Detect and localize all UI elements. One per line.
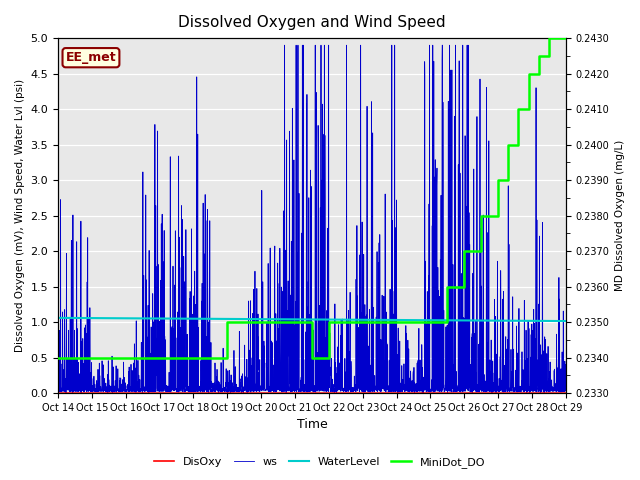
ws (281, 42, 289, 48)
DisOxy (562, 390, 570, 396)
MiniDot_DO (460, 248, 468, 254)
MiniDot_DO (376, 319, 383, 325)
ws (54, 388, 62, 394)
MiniDot_DO (444, 319, 451, 325)
MiniDot_DO (207, 355, 214, 360)
MiniDot_DO (515, 142, 522, 147)
MiniDot_DO (376, 319, 383, 325)
X-axis label: Time: Time (296, 419, 327, 432)
ws (239, 390, 247, 396)
MiniDot_DO (525, 71, 532, 76)
MiniDot_DO (545, 35, 553, 41)
DisOxy (497, 390, 505, 396)
Title: Dissolved Oxygen and Wind Speed: Dissolved Oxygen and Wind Speed (178, 15, 445, 30)
MiniDot_DO (460, 284, 468, 289)
DisOxy (142, 390, 150, 396)
WaterLevel (54, 315, 62, 321)
ws (552, 389, 560, 395)
DisOxy (112, 390, 120, 396)
MiniDot_DO (504, 177, 512, 183)
MiniDot_DO (444, 284, 451, 289)
MiniDot_DO (308, 355, 316, 360)
WaterLevel (271, 316, 278, 322)
MiniDot_DO (562, 35, 570, 41)
Text: EE_met: EE_met (66, 51, 116, 64)
WaterLevel (112, 315, 120, 321)
WaterLevel (249, 316, 257, 322)
MiniDot_DO (477, 248, 485, 254)
Line: ws: ws (58, 45, 566, 393)
WaterLevel (562, 318, 570, 324)
MiniDot_DO (525, 106, 532, 112)
WaterLevel (497, 318, 505, 324)
DisOxy (552, 390, 560, 396)
MiniDot_DO (535, 53, 543, 59)
ws (562, 388, 570, 394)
Y-axis label: MD Dissolved Oxygen (mg/L): MD Dissolved Oxygen (mg/L) (615, 140, 625, 291)
MiniDot_DO (552, 35, 559, 41)
DisOxy (54, 390, 62, 396)
MiniDot_DO (494, 213, 502, 218)
MiniDot_DO (223, 319, 231, 325)
Line: MiniDot_DO: MiniDot_DO (58, 38, 566, 358)
WaterLevel (552, 318, 560, 324)
MiniDot_DO (515, 106, 522, 112)
MiniDot_DO (325, 355, 333, 360)
MiniDot_DO (223, 355, 231, 360)
ws (498, 384, 506, 390)
Legend: DisOxy, ws, WaterLevel, MiniDot_DO: DisOxy, ws, WaterLevel, MiniDot_DO (150, 452, 490, 472)
ws (249, 388, 257, 394)
MiniDot_DO (325, 319, 333, 325)
MiniDot_DO (494, 177, 502, 183)
ws (142, 366, 150, 372)
MiniDot_DO (545, 53, 553, 59)
Y-axis label: Dissolved Oxygen (mV), Wind Speed, Water Lvl (psi): Dissolved Oxygen (mV), Wind Speed, Water… (15, 79, 25, 352)
MiniDot_DO (308, 319, 316, 325)
MiniDot_DO (88, 355, 96, 360)
DisOxy (249, 390, 257, 396)
MiniDot_DO (275, 319, 282, 325)
WaterLevel (142, 315, 150, 321)
Line: WaterLevel: WaterLevel (58, 318, 566, 321)
ws (112, 380, 120, 385)
ws (271, 382, 279, 388)
MiniDot_DO (207, 355, 214, 360)
DisOxy (271, 390, 278, 396)
MiniDot_DO (504, 142, 512, 147)
MiniDot_DO (535, 71, 543, 76)
MiniDot_DO (54, 355, 62, 360)
MiniDot_DO (552, 35, 559, 41)
MiniDot_DO (477, 213, 485, 218)
MiniDot_DO (275, 319, 282, 325)
MiniDot_DO (88, 355, 96, 360)
MiniDot_DO (562, 35, 570, 41)
